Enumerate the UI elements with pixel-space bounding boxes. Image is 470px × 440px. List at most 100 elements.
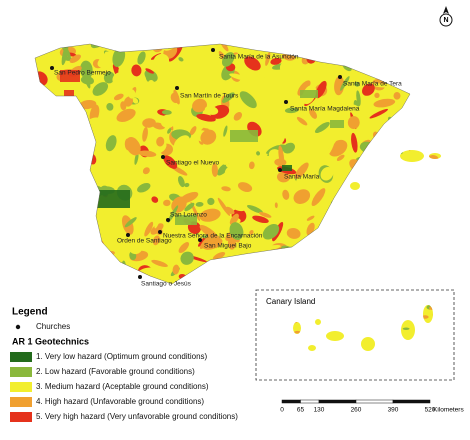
- hazard-patch: [137, 182, 151, 193]
- hazard-patch: [356, 251, 378, 261]
- hazard-block: [300, 90, 318, 98]
- hazard-patch: [369, 189, 376, 198]
- hazard-patch: [139, 44, 146, 48]
- church-label: Santiago el Nuevo: [166, 160, 220, 167]
- hazard-patch: [428, 306, 433, 311]
- hazard-patch: [350, 354, 358, 357]
- hazard-patch: [407, 140, 415, 148]
- hazard-patch: [173, 89, 180, 105]
- hazard-patch: [327, 50, 338, 59]
- hazard-patch: [356, 90, 361, 106]
- hazard-patch: [326, 140, 335, 156]
- legend-label: 5. Very high hazard (Very unfavorable gr…: [36, 412, 238, 421]
- hazard-patch: [309, 307, 319, 313]
- hazard-patch: [167, 205, 179, 223]
- hazard-patch: [421, 185, 432, 197]
- hazard-patch: [320, 229, 335, 237]
- hazard-patch: [377, 307, 385, 311]
- hazard-patch: [227, 236, 236, 250]
- hazard-patch: [71, 138, 87, 153]
- hazard-patch: [262, 223, 280, 240]
- hazard-patch: [73, 226, 86, 233]
- hazard-patch: [254, 114, 265, 131]
- hazard-patch: [388, 332, 397, 339]
- hazard-patch: [340, 72, 353, 80]
- hazard-patch: [314, 121, 330, 134]
- hazard-patch: [117, 277, 131, 284]
- hazard-patch: [174, 110, 181, 117]
- hazard-patch: [300, 314, 308, 319]
- church-label: Orden de Santiago: [117, 238, 172, 245]
- hazard-patch: [422, 91, 435, 108]
- hazard-patch: [301, 44, 309, 46]
- hazard-patch: [58, 255, 68, 265]
- hazard-patch: [381, 319, 387, 324]
- church-dot: [278, 168, 282, 172]
- hazard-patch: [385, 317, 391, 321]
- hazard-patch: [73, 208, 82, 227]
- hazard-patch: [321, 44, 331, 49]
- hazard-patch: [377, 281, 383, 284]
- hazard-patch: [276, 171, 290, 183]
- hazard-patch: [313, 329, 322, 334]
- hazard-patch: [414, 347, 424, 351]
- hazard-patch: [219, 152, 232, 165]
- hazard-patch: [163, 263, 171, 275]
- hazard-patch: [129, 140, 136, 147]
- hazard-patch: [69, 157, 82, 162]
- hazard-patch: [163, 155, 178, 169]
- hazard-patch: [433, 331, 438, 334]
- hazard-patch: [423, 44, 433, 54]
- hazard-patch: [400, 310, 408, 315]
- hazard-patch: [125, 268, 137, 284]
- hazard-patch: [351, 132, 358, 153]
- hazard-patch: [300, 348, 306, 351]
- hazard-patch: [374, 354, 381, 359]
- hazard-patch: [202, 237, 223, 250]
- hazard-block: [60, 70, 80, 82]
- hazard-patch: [336, 154, 345, 161]
- hazard-patch: [73, 215, 87, 228]
- hazard-patch: [382, 350, 388, 351]
- hazard-patch: [103, 211, 123, 230]
- hazard-patch: [235, 237, 252, 258]
- hazard-patch: [173, 135, 190, 151]
- hazard-patch: [184, 182, 190, 188]
- hazard-patch: [426, 254, 440, 263]
- hazard-patch: [296, 176, 310, 185]
- hazard-patch: [92, 82, 109, 96]
- hazard-patch: [64, 190, 71, 205]
- church-label: Santa María: [284, 174, 320, 181]
- legend-section: AR 1 Geotechnics: [12, 336, 89, 346]
- hazard-patch: [41, 163, 57, 176]
- inset-frame: [255, 289, 455, 381]
- hazard-patch: [293, 352, 297, 356]
- hazard-patch: [282, 142, 295, 154]
- hazard-patch: [41, 156, 47, 161]
- church-dot: [158, 230, 162, 234]
- hazard-patch: [293, 189, 311, 204]
- hazard-patch: [294, 330, 301, 334]
- hazard-patch: [219, 37, 227, 44]
- legend-swatch: [10, 352, 32, 362]
- hazard-patch: [220, 44, 229, 52]
- hazard-patch: [189, 126, 197, 136]
- hazard-patch: [279, 61, 297, 81]
- hazard-patch: [124, 138, 131, 151]
- inset-title: Canary Island: [266, 297, 315, 306]
- hazard-patch: [87, 206, 94, 215]
- hazard-patch: [160, 114, 176, 129]
- hazard-patch: [329, 320, 337, 324]
- hazard-patch: [352, 104, 370, 118]
- hazard-patch: [113, 93, 124, 101]
- church-dot: [175, 86, 179, 90]
- hazard-patch: [387, 127, 404, 139]
- hazard-patch: [416, 101, 432, 115]
- hazard-patch: [440, 110, 456, 130]
- church-label: Santa María de la Asunción: [219, 54, 299, 61]
- hazard-patch: [167, 128, 172, 134]
- hazard-patch: [363, 173, 381, 188]
- hazard-patch: [317, 212, 324, 220]
- hazard-patch: [326, 265, 340, 273]
- hazard-patch: [334, 76, 345, 96]
